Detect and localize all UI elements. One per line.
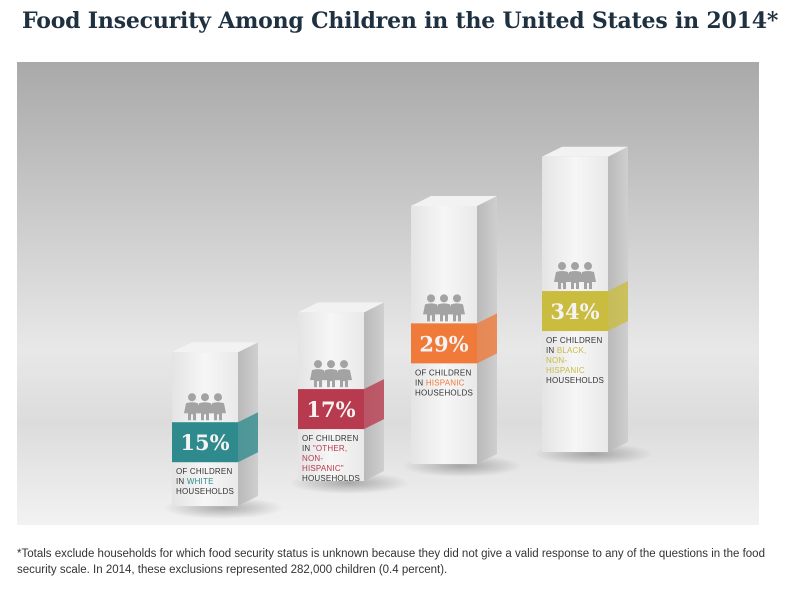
caption-line: HOUSEHOLDS	[176, 487, 234, 496]
value-band	[172, 422, 238, 463]
caption-line: HOUSEHOLDS	[302, 474, 360, 483]
caption-line: OF CHILDREN	[415, 368, 471, 377]
caption-line: OF CHILDREN	[302, 434, 358, 443]
footnote: *Totals exclude households for which foo…	[17, 548, 765, 576]
bar-top-face	[411, 195, 497, 206]
chart-title: Food Insecurity Among Children in the Un…	[22, 8, 779, 34]
value-label: 34%	[550, 299, 599, 324]
value-band	[298, 389, 364, 430]
caption-line: NON-	[546, 356, 567, 365]
caption-line: HOUSEHOLDS	[415, 388, 473, 397]
caption-line: OF CHILDREN	[176, 467, 232, 476]
value-band	[542, 291, 608, 332]
caption-line: IN WHITE	[176, 477, 214, 486]
bar-top-face	[542, 146, 628, 157]
bar-top-face	[298, 302, 384, 313]
bar-top-face	[172, 342, 258, 353]
caption-line: IN HISPANIC	[415, 378, 465, 387]
chart-area: 15% OF CHILDREN IN WHITE HOUSEHOLDS 17% OF CH…	[17, 62, 759, 525]
value-label: 29%	[419, 331, 468, 356]
value-label: 17%	[306, 397, 355, 422]
value-band-side	[364, 379, 384, 430]
caption-line: HOUSEHOLDS	[546, 376, 604, 385]
caption-line: IN BLACK,	[546, 346, 587, 355]
value-band-side	[477, 313, 497, 364]
caption-line: OF CHILDREN	[546, 336, 602, 345]
caption-line: HISPANIC"	[302, 464, 344, 473]
caption-line: IN "OTHER,	[302, 444, 347, 453]
value-label: 15%	[180, 430, 229, 455]
caption-line: HISPANIC	[546, 366, 585, 375]
caption-line: NON-	[302, 454, 323, 463]
value-band	[411, 323, 477, 364]
value-band-side	[608, 281, 628, 332]
value-band-side	[238, 412, 258, 463]
